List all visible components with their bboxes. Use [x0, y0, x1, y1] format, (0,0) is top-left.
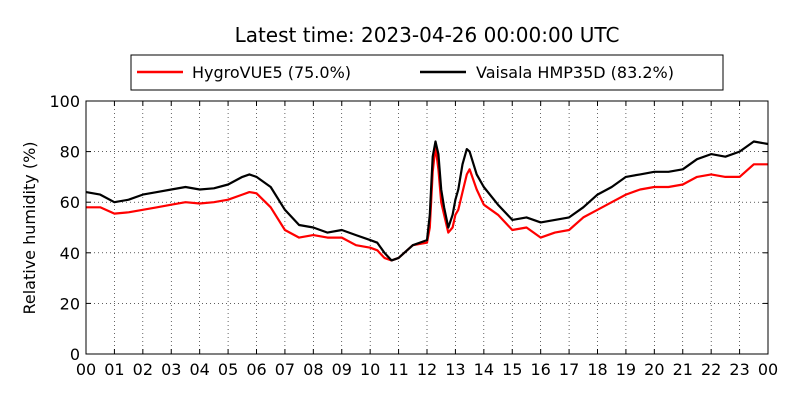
x-tick-label: 14 — [474, 360, 494, 379]
y-tick-label: 60 — [60, 193, 80, 212]
plot-frame — [85, 100, 769, 355]
x-tick-label: 12 — [417, 360, 437, 379]
legend-label-hygrovue5: HygroVUE5 (75.0%) — [192, 63, 351, 82]
x-tick-label: 19 — [616, 360, 636, 379]
x-tick-label: 16 — [530, 360, 550, 379]
x-tick-label: 09 — [332, 360, 352, 379]
x-tick-label: 06 — [246, 360, 266, 379]
y-tick-label: 40 — [60, 244, 80, 263]
x-tick-label: 08 — [303, 360, 323, 379]
x-tick-label: 10 — [360, 360, 380, 379]
x-tick-label: 03 — [161, 360, 181, 379]
x-tick-label: 01 — [104, 360, 124, 379]
plot-area — [85, 140, 769, 262]
axes — [85, 100, 769, 355]
x-tick-label: 07 — [275, 360, 295, 379]
series-line-1 — [85, 140, 769, 262]
y-axis-label: Relative humidity (%) — [20, 141, 39, 314]
x-tick-label: 15 — [502, 360, 522, 379]
x-tick-label: 13 — [445, 360, 465, 379]
legend-label-vaisala: Vaisala HMP35D (83.2%) — [476, 63, 674, 82]
x-tick-label: 20 — [644, 360, 664, 379]
y-tick-label: 80 — [60, 143, 80, 162]
x-tick-label: 00 — [758, 360, 778, 379]
y-tick-label: 20 — [60, 294, 80, 313]
x-axis: 00 01 02 03 04 05 06 07 08 09 10 11 12 13 14 15 16 17 18 19… — [76, 101, 778, 379]
y-tick-label: 100 — [49, 92, 80, 111]
x-tick-label: 17 — [559, 360, 579, 379]
y-tick-label: 0 — [70, 345, 80, 364]
y-axis: 0 20 40 60 80 100 — [49, 92, 768, 364]
legend: HygroVUE5 (75.0%) Vaisala HMP35D (83.2%) — [130, 54, 724, 91]
series-line-0 — [86, 145, 768, 262]
x-tick-label: 11 — [388, 360, 408, 379]
x-tick-label: 23 — [729, 360, 749, 379]
grid — [85, 100, 769, 355]
x-tick-label: 21 — [673, 360, 693, 379]
x-tick-label: 22 — [701, 360, 721, 379]
x-tick-label: 00 — [76, 360, 96, 379]
x-tick-label: 04 — [189, 360, 209, 379]
x-tick-label: 05 — [218, 360, 238, 379]
x-tick-label: 18 — [587, 360, 607, 379]
chart-title: Latest time: 2023-04-26 00:00:00 UTC — [235, 23, 620, 47]
x-tick-label: 02 — [133, 360, 153, 379]
